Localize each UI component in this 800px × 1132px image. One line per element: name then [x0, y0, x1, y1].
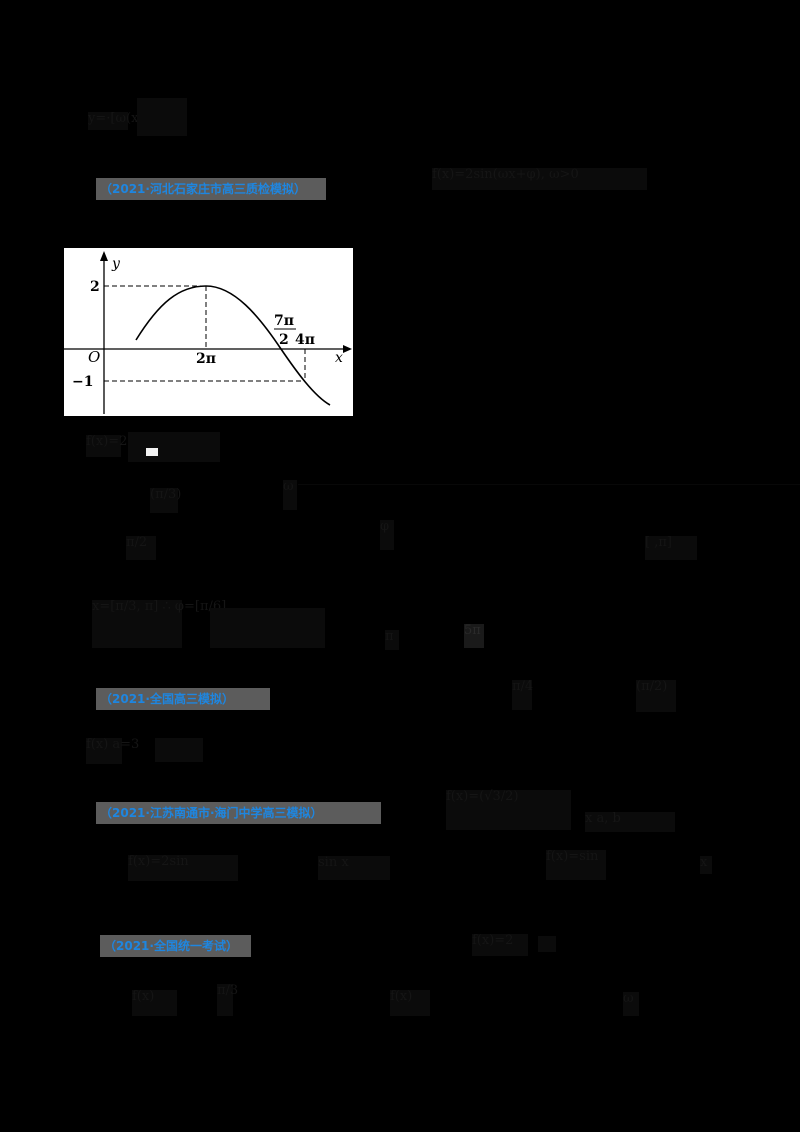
formula-fragment: π/2	[126, 536, 156, 560]
formula-fragment: x=[π/3, π] ∴ φ=[π/6]	[92, 600, 226, 648]
y-axis-label: y	[111, 256, 121, 272]
highlight-chip	[146, 448, 158, 456]
formula-fragment: ω	[623, 992, 639, 1016]
formula-fragment: (π/2)	[636, 680, 676, 712]
formula-fragment: f(x) a=3	[86, 738, 139, 764]
formula-fragment	[538, 936, 556, 952]
formula-fragment	[210, 608, 325, 648]
formula-fragment	[137, 98, 187, 136]
formula-fragment	[155, 738, 203, 762]
formula-fragment: f(x)=2·(a/2)	[86, 435, 162, 457]
formula-fragment: π/3	[217, 984, 238, 1016]
formula-fragment: f(x)=2sin	[128, 855, 238, 881]
formula-fragment: π/4	[512, 680, 533, 710]
formula-fragment: x	[700, 856, 712, 874]
formula-fragment: (π/3)	[150, 488, 181, 513]
source-label: （2021·全国统一考试）	[100, 935, 251, 957]
tick-label-7pi-num: 7π	[274, 313, 294, 329]
source-label: （2021·全国高三模拟）	[96, 688, 270, 710]
formula-fragment: ω	[283, 480, 297, 510]
formula-fragment: 5π	[464, 624, 484, 648]
function-graph: y 2 −1 O 2π 7π 2 4π x	[64, 248, 353, 416]
source-label: （2021·江苏南通市·海门中学高三模拟）	[96, 802, 381, 824]
tick-label-2: 2	[90, 279, 100, 295]
divider-line	[298, 484, 800, 485]
tick-label-2pi: 2π	[196, 351, 216, 367]
formula-fragment: f(x)=2	[472, 934, 528, 956]
x-axis-arrow-icon	[343, 345, 352, 353]
formula-fragment: π	[385, 630, 399, 650]
formula-fragment: [ ,π]	[645, 536, 697, 560]
formula-fragment	[128, 432, 220, 462]
x-axis-label: x	[335, 350, 343, 366]
formula-fragment: φ	[380, 520, 394, 550]
tick-label-7pi-den: 2	[279, 332, 289, 348]
y-axis-arrow-icon	[100, 251, 108, 261]
formula-fragment: f(x)=sin	[546, 850, 606, 880]
sine-curve	[135, 285, 331, 406]
formula-fragment: sin x	[318, 856, 390, 880]
origin-label: O	[88, 348, 100, 366]
formula-fragment: y=·[ω(x)]	[88, 112, 149, 130]
formula-fragment: f(x)=(√3/2)	[446, 790, 571, 830]
formula-fragment: f(x)	[132, 990, 177, 1016]
formula-fragment: x a, b	[585, 812, 675, 832]
tick-label-neg1: −1	[72, 374, 93, 390]
formula-fragment: f(x)=2sin(ωx+φ), ω>0	[432, 168, 647, 190]
source-label: （2021·河北石家庄市高三质检模拟）	[96, 178, 326, 200]
tick-label-4pi: 4π	[295, 332, 315, 348]
graph-svg: y 2 −1 O 2π 7π 2 4π x	[64, 251, 352, 414]
formula-fragment: f(x)	[390, 990, 430, 1016]
